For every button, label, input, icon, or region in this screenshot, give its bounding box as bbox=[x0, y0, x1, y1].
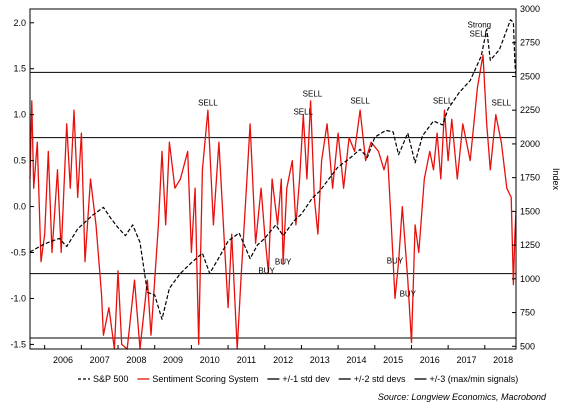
legend-label-4: +/-3 (max/min signals) bbox=[429, 374, 518, 384]
annotation-sell: SELL bbox=[293, 108, 313, 117]
annotation-buy: BUY bbox=[387, 257, 404, 266]
annotation-sell: SELL bbox=[303, 89, 323, 98]
annotation-strong: Strong bbox=[468, 20, 492, 29]
x-tick-label: 2017 bbox=[456, 355, 476, 365]
plot-frame bbox=[29, 8, 517, 350]
right-axis-label: Index bbox=[551, 168, 561, 191]
annotation-sell: SELL bbox=[492, 98, 512, 107]
x-tick-label: 2008 bbox=[126, 355, 146, 365]
annotation-buy: BUY bbox=[275, 257, 292, 266]
series-line-0 bbox=[29, 19, 517, 320]
left-tick-label: 2.0 bbox=[13, 18, 26, 28]
annotation-sell: SELL bbox=[433, 97, 453, 106]
right-tick-label: 2750 bbox=[520, 38, 540, 48]
right-tick-label: 500 bbox=[520, 341, 535, 351]
right-tick-label: 750 bbox=[520, 308, 535, 318]
x-tick-label: 2006 bbox=[53, 355, 73, 365]
legend-label-1: Sentiment Scoring System bbox=[152, 374, 258, 384]
right-tick-label: 2500 bbox=[520, 71, 540, 81]
left-tick-label: -0.5 bbox=[10, 248, 26, 258]
left-tick-label: 1.5 bbox=[13, 64, 26, 74]
left-tick-label: 1.0 bbox=[13, 110, 26, 120]
annotation-sell: SELL bbox=[470, 30, 490, 39]
x-tick-label: 2013 bbox=[310, 355, 330, 365]
right-tick-label: 2000 bbox=[520, 139, 540, 149]
x-tick-label: 2011 bbox=[237, 355, 256, 365]
right-axis: 3000 2750 2500 2250 2000 1750 1500 1250 1000 750 5… bbox=[512, 4, 540, 351]
right-tick-label: 1000 bbox=[520, 274, 540, 284]
x-tick-label: 2009 bbox=[163, 355, 183, 365]
source-note: Source: Longview Economics, Macrobond bbox=[378, 392, 547, 402]
annotation-buy: BUY bbox=[400, 290, 417, 299]
x-tick-label: 2012 bbox=[273, 355, 293, 365]
x-tick-label: 2010 bbox=[200, 355, 220, 365]
left-tick-label: 0.0 bbox=[13, 202, 26, 212]
right-tick-label: 3000 bbox=[520, 4, 540, 14]
series-line-1 bbox=[29, 54, 517, 350]
legend-label-3: +/-2 std devs bbox=[354, 374, 406, 384]
right-tick-label: 1250 bbox=[520, 240, 540, 250]
x-tick-label: 2007 bbox=[90, 355, 110, 365]
legend: S&P 500 Sentiment Scoring System +/-1 std … bbox=[78, 374, 518, 384]
right-tick-label: 1750 bbox=[520, 173, 540, 183]
reference-lines bbox=[30, 71, 516, 339]
legend-label-0: S&P 500 bbox=[93, 374, 128, 384]
left-axis: 2.0 1.5 1.0 0.5 0.0 -0.5 -1.0 -1.5 bbox=[10, 18, 34, 349]
x-tick-label: 2018 bbox=[493, 355, 513, 365]
x-tick-label: 2016 bbox=[420, 355, 440, 365]
x-tick-label: 2014 bbox=[346, 355, 366, 365]
x-axis: 2006 2007 2008 2009 2010 2011 2012 2013 2014 2015… bbox=[44, 345, 513, 365]
annotation-buy: BUY bbox=[258, 267, 275, 276]
right-tick-label: 2250 bbox=[520, 105, 540, 115]
legend-label-2: +/-1 std dev bbox=[282, 374, 330, 384]
left-tick-label: 0.5 bbox=[13, 156, 26, 166]
annotation-sell: SELL bbox=[198, 98, 218, 107]
left-tick-label: -1.0 bbox=[10, 293, 26, 303]
left-tick-label: -1.5 bbox=[10, 339, 26, 349]
series-layer bbox=[29, 19, 517, 350]
right-tick-label: 1500 bbox=[520, 206, 540, 216]
x-tick-label: 2015 bbox=[383, 355, 403, 365]
annotation-sell: SELL bbox=[350, 97, 370, 106]
